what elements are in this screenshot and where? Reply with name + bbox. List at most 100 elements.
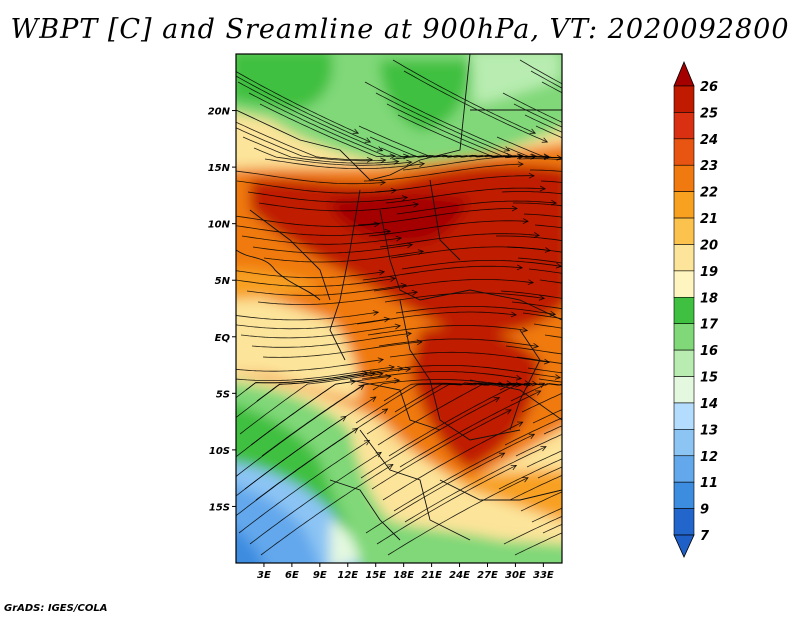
streamline-arrow: [538, 294, 546, 301]
streamline: [236, 380, 356, 458]
streamline: [236, 428, 358, 517]
streamline: [513, 202, 562, 207]
colorbar-swatch: [673, 349, 695, 377]
streamline-arrow: [511, 205, 518, 212]
colorbar-label: 7: [700, 529, 710, 544]
streamline: [242, 136, 399, 164]
streamline-arrow: [532, 342, 540, 349]
streamline-arrow: [387, 464, 394, 470]
streamline-arrow: [569, 251, 574, 256]
streamline: [356, 311, 517, 325]
streamline: [247, 191, 408, 203]
streamline: [392, 59, 536, 134]
streamline-arrow: [364, 137, 372, 143]
streamline-arrow: [569, 170, 574, 175]
lon-tick-label: 12E: [337, 570, 358, 581]
colorbar-label: 24: [700, 133, 718, 148]
streamline: [375, 92, 523, 157]
streamline-arrow: [499, 452, 506, 458]
streamline: [236, 318, 390, 330]
streamline: [517, 257, 562, 264]
streamline: [236, 121, 373, 161]
streamline: [387, 477, 529, 556]
streamline-arrow: [568, 94, 574, 99]
streamline: [236, 270, 385, 279]
streamline: [509, 474, 562, 501]
colorbar-label: 19: [700, 265, 718, 280]
streamline-arrow: [401, 195, 409, 201]
streamline: [538, 378, 562, 383]
lat-tick-label: EQ: [215, 333, 231, 344]
colorbar-top-arrow: [673, 60, 695, 87]
streamline: [526, 450, 562, 468]
streamline-arrow: [569, 429, 575, 434]
streamline-arrow: [568, 381, 573, 386]
streamline: [240, 325, 401, 339]
streamline-arrow: [570, 371, 575, 376]
streamline-arrow: [366, 156, 374, 163]
streamline: [246, 284, 407, 296]
streamline: [236, 278, 396, 287]
streamline: [399, 390, 541, 468]
streamline: [504, 417, 562, 446]
streamline-arrow: [411, 289, 418, 296]
streamline-arrow: [555, 262, 562, 269]
streamline-arrow: [528, 172, 535, 179]
streamline: [257, 291, 418, 305]
streamline-arrow: [569, 461, 575, 466]
streamline: [496, 235, 562, 241]
streamline: [539, 279, 562, 284]
streamline-arrow: [372, 310, 380, 316]
streamline-arrow: [567, 520, 573, 525]
streamline: [236, 384, 365, 477]
lat-tick-label: 15N: [208, 163, 231, 174]
streamline-arrow: [412, 202, 420, 208]
streamline: [522, 312, 562, 320]
streamline-arrow: [554, 374, 561, 380]
streamline-arrow: [544, 247, 551, 253]
colorbar-swatch: [673, 191, 695, 219]
streamline: [236, 372, 376, 419]
streamline: [528, 268, 562, 274]
lon-tick-label: 33E: [533, 570, 554, 581]
streamline-arrow: [528, 433, 536, 439]
streamline-arrow: [535, 390, 542, 396]
streamline: [249, 452, 382, 545]
colorbar: 26 25 24 23 22 21 20 19 18 17 16 15 14 13 12 11 9 7: [673, 60, 719, 558]
colorbar-label: 13: [700, 423, 718, 438]
streamline: [377, 382, 521, 446]
colorbar-swatch: [673, 296, 695, 325]
streamline-arrow: [381, 408, 389, 415]
streamline-arrow: [569, 192, 574, 197]
streamline-arrow: [570, 486, 576, 491]
streamline: [360, 397, 500, 479]
streamline: [402, 155, 562, 171]
streamline: [401, 260, 562, 270]
streamline: [236, 180, 397, 194]
streamline: [264, 158, 425, 170]
streamline-arrow: [393, 377, 401, 384]
streamline-arrow: [493, 397, 501, 403]
streamline-arrow: [517, 421, 524, 427]
country-borders: [236, 54, 562, 541]
lat-tick-label: 20N: [208, 107, 231, 118]
streamline: [395, 306, 556, 315]
streamline: [365, 452, 505, 534]
streamline-arrow: [568, 204, 573, 209]
streamline: [535, 125, 562, 139]
streamline-arrow: [377, 357, 384, 364]
streamline-arrow: [529, 128, 537, 134]
streamline: [519, 59, 562, 85]
colorbar-swatch: [673, 138, 695, 166]
streamlines: [236, 59, 576, 556]
streamline-arrow: [405, 366, 412, 373]
streamline-arrow: [385, 374, 392, 380]
streamline-arrow: [384, 228, 392, 235]
streamline-arrow: [340, 415, 347, 422]
colorbar-swatch: [673, 164, 695, 192]
streamline: [542, 523, 562, 534]
streamline: [248, 92, 396, 157]
streamline-arrow: [383, 316, 391, 323]
streamline: [236, 311, 379, 321]
streamline-arrow: [400, 282, 408, 289]
